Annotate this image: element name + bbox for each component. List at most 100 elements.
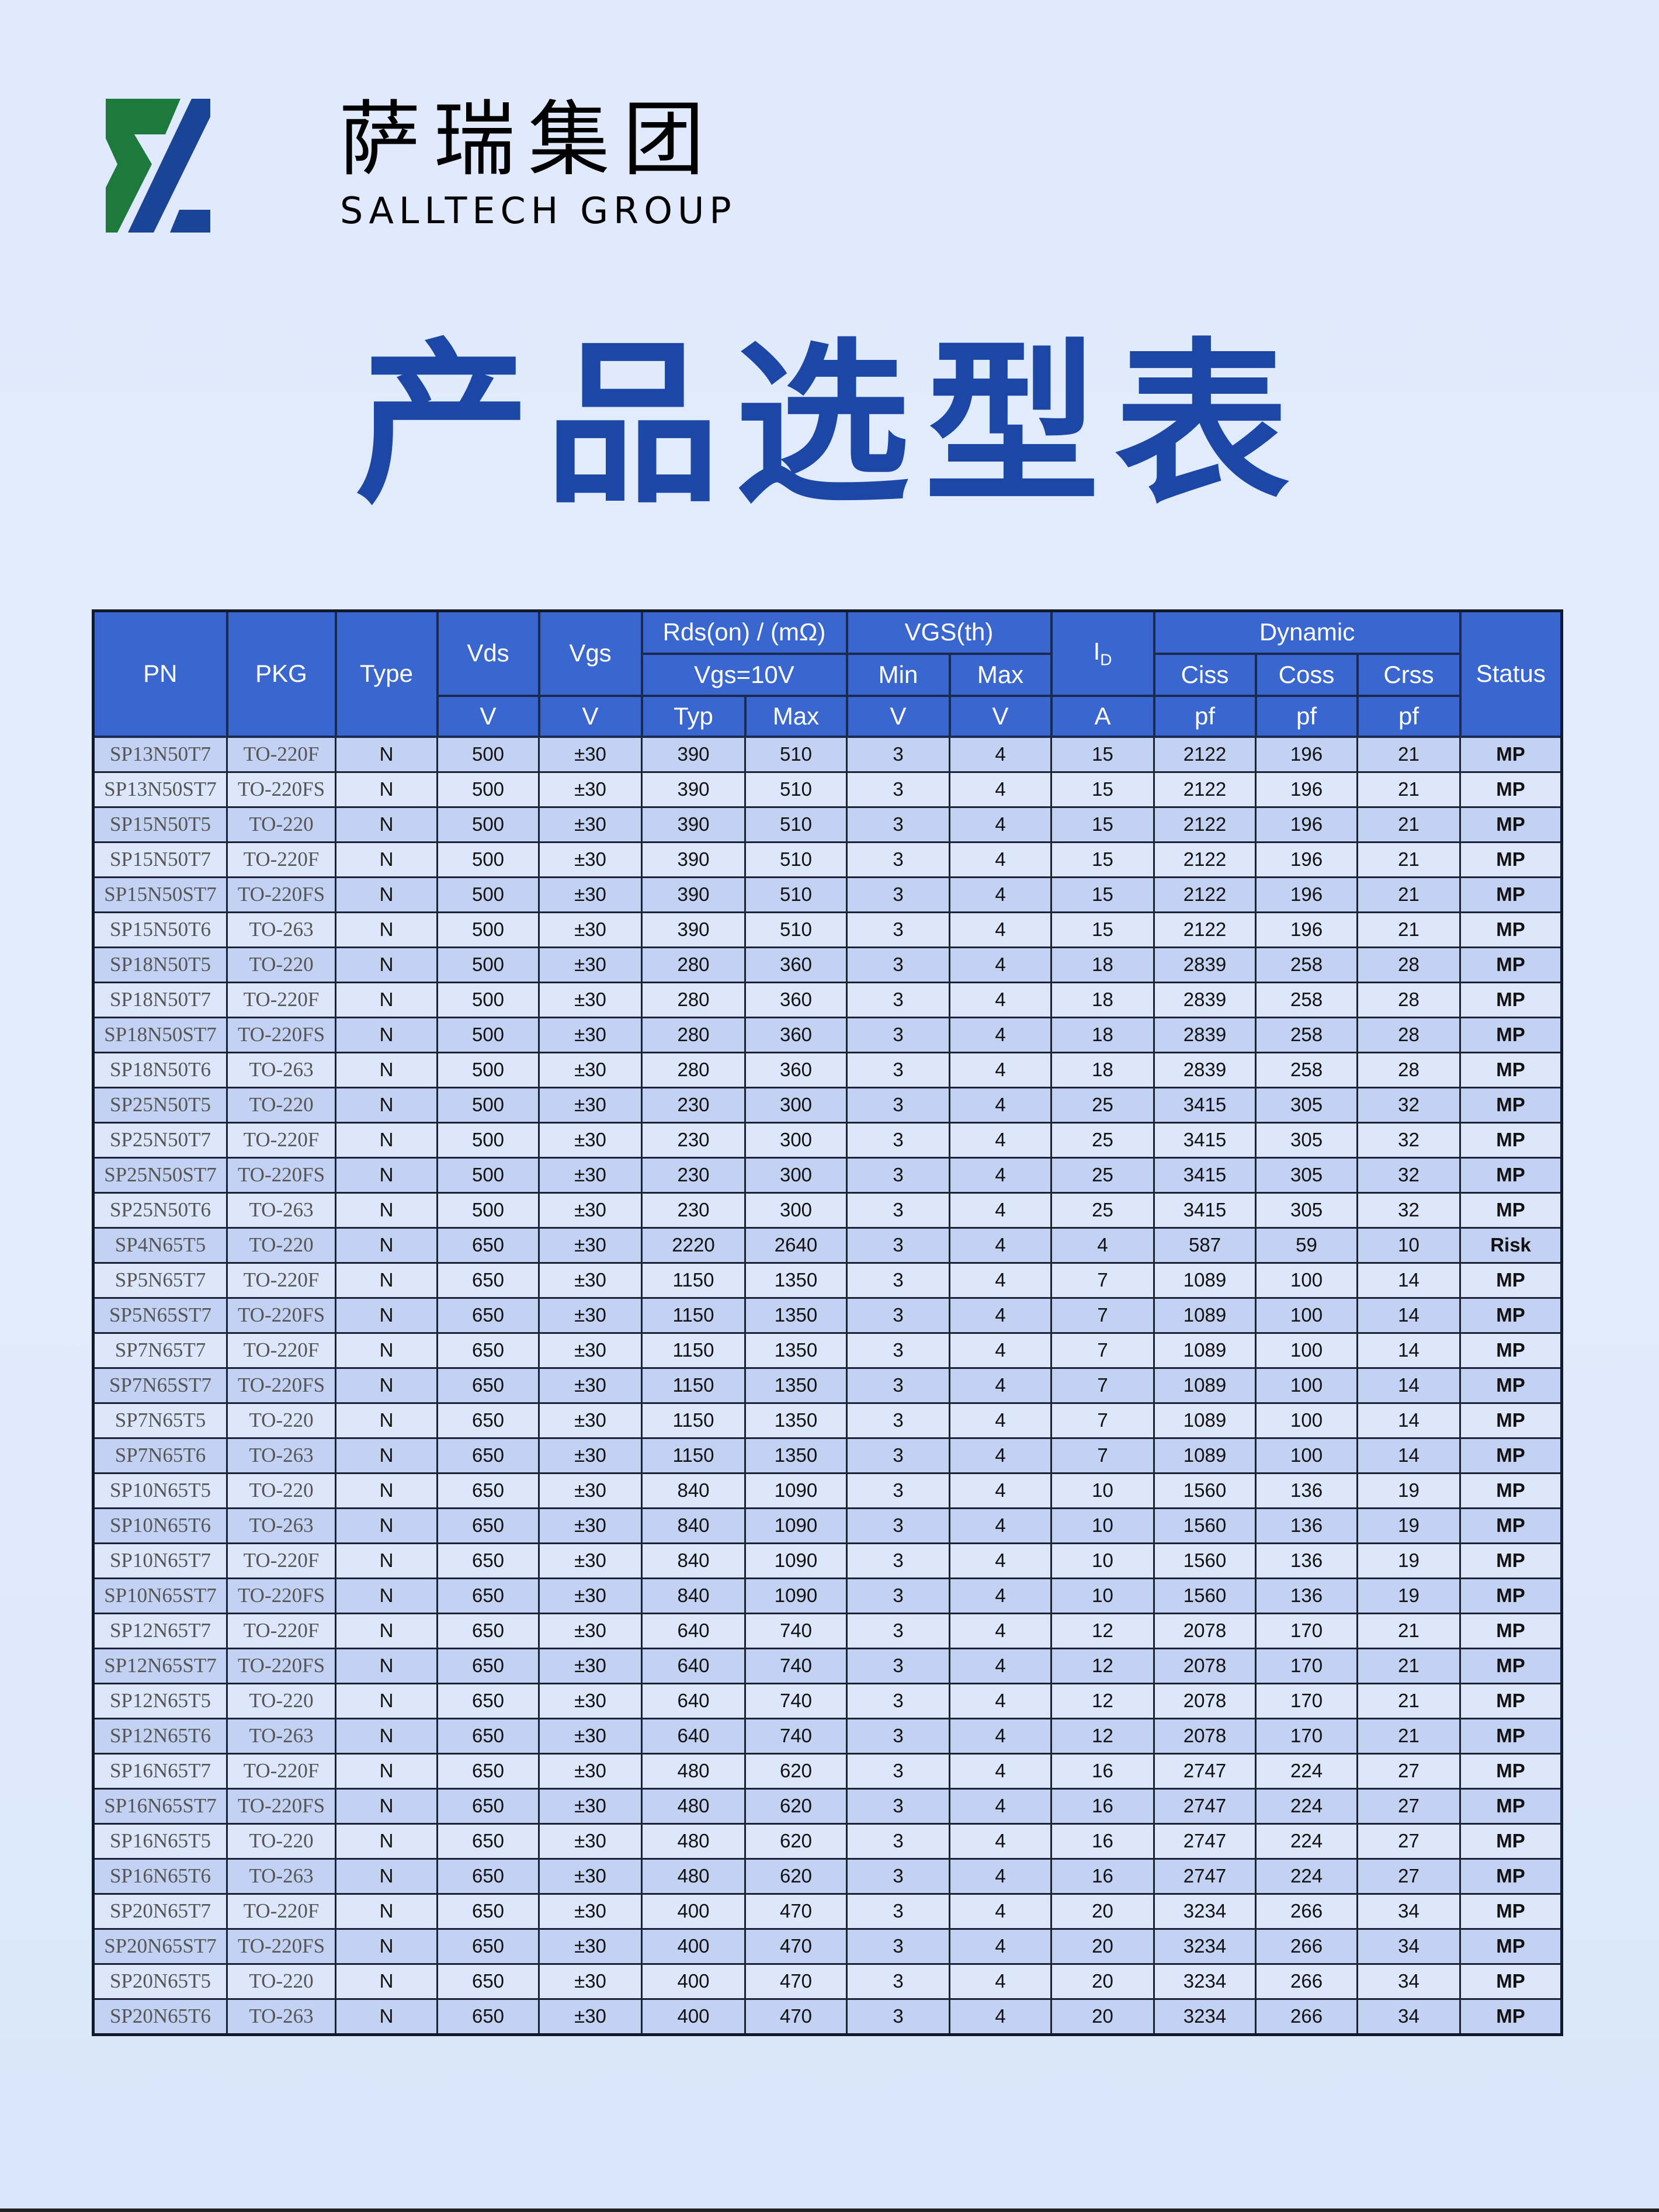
cell-vds: 650: [436, 1577, 540, 1614]
cell-crss: 27: [1356, 1822, 1462, 1860]
cell-pn: SP12N65T6: [92, 1717, 228, 1755]
table-row: SP7N65ST7 TO-220FS N 650 ±30 1150 1350 3 4 7 1089 1…: [92, 1367, 1563, 1404]
cell-rds-max: 1090: [744, 1507, 848, 1544]
cell-type: N: [335, 1402, 438, 1439]
cell-status: MP: [1459, 1682, 1563, 1719]
cell-rds-typ: 1150: [641, 1437, 746, 1474]
cell-coss: 258: [1255, 946, 1359, 983]
cell-type: N: [335, 876, 438, 913]
cell-pkg: TO-263: [226, 1507, 336, 1544]
cell-vgs-th-min: 3: [846, 1332, 950, 1369]
table-row: SP10N65T5 TO-220 N 650 ±30 840 1090 3 4 10 1560 136…: [92, 1472, 1563, 1509]
cell-rds-max: 740: [744, 1682, 848, 1719]
cell-crss: 21: [1356, 806, 1462, 843]
cell-type: N: [335, 1121, 438, 1159]
cell-vds: 650: [436, 1682, 540, 1719]
cell-vgs: ±30: [538, 771, 643, 808]
cell-type: N: [335, 1296, 438, 1334]
cell-pkg: TO-263: [226, 1437, 336, 1474]
cell-rds-max: 300: [744, 1086, 848, 1124]
cell-type: N: [335, 1367, 438, 1404]
cell-vgs: ±30: [538, 736, 643, 773]
cell-id: 18: [1050, 981, 1155, 1018]
cell-vgs: ±30: [538, 1191, 643, 1229]
cell-rds-typ: 480: [641, 1857, 746, 1895]
header-status: Status: [1459, 609, 1563, 738]
cell-vds: 650: [436, 1647, 540, 1684]
cell-pkg: TO-220: [226, 1472, 336, 1509]
cell-id: 4: [1050, 1226, 1155, 1264]
cell-coss: 196: [1255, 876, 1359, 913]
cell-vgs: ±30: [538, 1612, 643, 1649]
cell-status: MP: [1459, 876, 1563, 913]
table-row: SP16N65T7 TO-220F N 650 ±30 480 620 3 4 16 2747 224…: [92, 1752, 1563, 1790]
cell-status: MP: [1459, 1752, 1563, 1790]
cell-vgs: ±30: [538, 981, 643, 1018]
cell-vgs-th-min: 3: [846, 876, 950, 913]
cell-status: MP: [1459, 1402, 1563, 1439]
cell-id: 7: [1050, 1261, 1155, 1299]
cell-coss: 136: [1255, 1577, 1359, 1614]
cell-vgs-th-max: 4: [948, 1367, 1053, 1404]
logo-english-name: SALLTECH GROUP: [340, 189, 737, 232]
cell-id: 20: [1050, 1892, 1155, 1930]
cell-vgs-th-min: 3: [846, 841, 950, 878]
cell-rds-max: 470: [744, 1892, 848, 1930]
cell-rds-typ: 390: [641, 911, 746, 948]
cell-type: N: [335, 736, 438, 773]
cell-vgs: ±30: [538, 1296, 643, 1334]
cell-pn: SP18N50T6: [92, 1051, 228, 1088]
cell-type: N: [335, 911, 438, 948]
cell-pkg: TO-220F: [226, 1892, 336, 1930]
cell-status: MP: [1459, 1191, 1563, 1229]
header-vgs: Vgs: [537, 609, 643, 697]
cell-vgs-th-max: 4: [948, 1156, 1053, 1194]
header-dynamic: Dynamic: [1153, 609, 1462, 655]
cell-rds-max: 2640: [744, 1226, 848, 1264]
cell-pkg: TO-220FS: [226, 876, 336, 913]
cell-type: N: [335, 1927, 438, 1965]
cell-vds: 650: [436, 1367, 540, 1404]
cell-rds-typ: 840: [641, 1542, 746, 1579]
table-row: SP15N50ST7 TO-220FS N 500 ±30 390 510 3 4 15 2122 1…: [92, 876, 1563, 913]
cell-coss: 305: [1255, 1156, 1359, 1194]
cell-vgs-th-max: 4: [948, 1507, 1053, 1544]
cell-type: N: [335, 1857, 438, 1895]
table-row: SP15N50T6 TO-263 N 500 ±30 390 510 3 4 15 2122 196 2…: [92, 911, 1563, 948]
cell-pkg: TO-220F: [226, 981, 336, 1018]
cell-pn: SP20N65T6: [92, 1998, 228, 2036]
cell-vgs-th-max: 4: [948, 946, 1053, 983]
cell-rds-typ: 480: [641, 1752, 746, 1790]
cell-pkg: TO-263: [226, 1051, 336, 1088]
cell-vgs-th-min: 3: [846, 1822, 950, 1860]
cell-rds-max: 1350: [744, 1296, 848, 1334]
cell-pkg: TO-263: [226, 1717, 336, 1755]
cell-ciss: 2839: [1153, 1016, 1257, 1053]
header-vds: Vds: [436, 609, 540, 697]
cell-status: MP: [1459, 1472, 1563, 1509]
cell-vds: 500: [436, 1051, 540, 1088]
cell-rds-typ: 640: [641, 1717, 746, 1755]
cell-vgs-th-max: 4: [948, 1787, 1053, 1825]
cell-rds-max: 510: [744, 911, 848, 948]
cell-vgs-th-max: 4: [948, 1752, 1053, 1790]
cell-vgs-th-max: 4: [948, 736, 1053, 773]
cell-rds-typ: 640: [641, 1682, 746, 1719]
cell-id: 12: [1050, 1717, 1155, 1755]
header-rds-on: Rds(on) / (mΩ): [640, 609, 848, 655]
cell-vgs-th-max: 4: [948, 876, 1053, 913]
cell-id: 15: [1050, 736, 1155, 773]
cell-coss: 170: [1255, 1647, 1359, 1684]
cell-vgs-th-min: 3: [846, 1156, 950, 1194]
cell-ciss: 1089: [1153, 1367, 1257, 1404]
cell-pn: SP10N65T5: [92, 1472, 228, 1509]
table-row: SP10N65T6 TO-263 N 650 ±30 840 1090 3 4 10 1560 136…: [92, 1507, 1563, 1544]
cell-vgs: ±30: [538, 1086, 643, 1124]
cell-rds-max: 1350: [744, 1332, 848, 1369]
cell-status: MP: [1459, 1051, 1563, 1088]
cell-pn: SP7N65ST7: [92, 1367, 228, 1404]
page-title: 产品选型表: [355, 323, 1304, 527]
cell-pn: SP10N65T7: [92, 1542, 228, 1579]
header-coss: Coss: [1254, 652, 1359, 697]
cell-vgs: ±30: [538, 1437, 643, 1474]
